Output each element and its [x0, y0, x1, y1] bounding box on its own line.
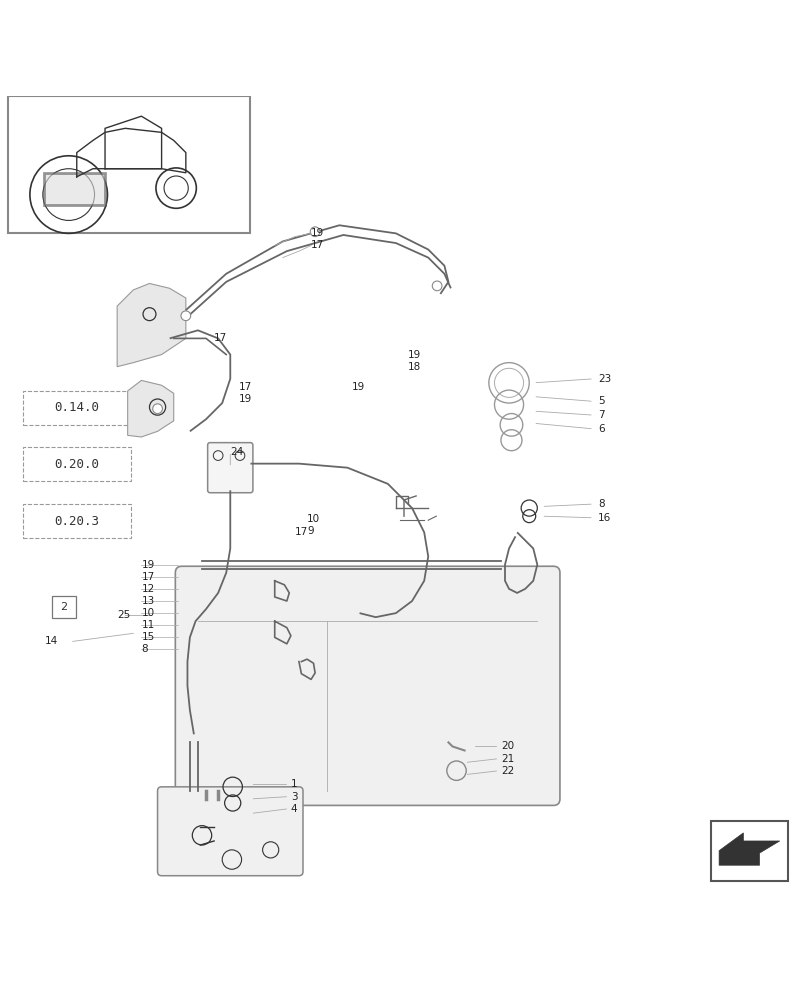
- FancyBboxPatch shape: [8, 96, 250, 233]
- Text: 18: 18: [408, 362, 421, 372]
- Text: 17: 17: [238, 382, 251, 392]
- Text: 19: 19: [141, 560, 154, 570]
- Circle shape: [153, 404, 162, 414]
- Text: 22: 22: [501, 766, 514, 776]
- Text: 19: 19: [351, 382, 364, 392]
- Text: 24: 24: [230, 447, 243, 457]
- Text: 21: 21: [501, 754, 514, 764]
- Text: 9: 9: [307, 526, 314, 536]
- Text: 8: 8: [141, 644, 148, 654]
- Circle shape: [181, 311, 191, 321]
- FancyBboxPatch shape: [175, 566, 560, 805]
- Polygon shape: [128, 380, 174, 437]
- FancyBboxPatch shape: [52, 596, 76, 618]
- Text: 7: 7: [598, 410, 604, 420]
- Text: 5: 5: [598, 396, 604, 406]
- Bar: [711, 821, 788, 881]
- Polygon shape: [719, 833, 780, 865]
- Text: 0.20.0: 0.20.0: [54, 458, 99, 471]
- Text: 23: 23: [598, 374, 611, 384]
- FancyBboxPatch shape: [158, 787, 303, 876]
- FancyBboxPatch shape: [208, 443, 253, 493]
- Text: 8: 8: [598, 499, 604, 509]
- Text: 1: 1: [291, 779, 297, 789]
- Text: 6: 6: [598, 424, 604, 434]
- Text: 15: 15: [141, 632, 154, 642]
- Text: 0.14.0: 0.14.0: [54, 401, 99, 414]
- Text: 17: 17: [141, 572, 154, 582]
- Text: 3: 3: [291, 792, 297, 802]
- Polygon shape: [117, 283, 186, 367]
- Text: 16: 16: [598, 513, 611, 523]
- Text: 4: 4: [291, 804, 297, 814]
- Circle shape: [310, 227, 320, 237]
- Text: 17: 17: [311, 240, 324, 250]
- Text: 11: 11: [141, 620, 154, 630]
- Text: 10: 10: [307, 514, 320, 524]
- Text: 12: 12: [141, 584, 154, 594]
- Text: 25: 25: [117, 610, 130, 620]
- Text: 2: 2: [61, 602, 67, 612]
- FancyBboxPatch shape: [23, 447, 131, 481]
- Text: 14: 14: [44, 636, 57, 646]
- Text: 17: 17: [214, 333, 227, 343]
- Text: 19: 19: [408, 350, 421, 360]
- Text: 0.20.3: 0.20.3: [54, 515, 99, 528]
- FancyBboxPatch shape: [23, 504, 131, 538]
- Circle shape: [432, 281, 442, 291]
- Text: 19: 19: [238, 394, 251, 404]
- Text: 17: 17: [295, 527, 308, 537]
- FancyBboxPatch shape: [44, 173, 105, 205]
- FancyBboxPatch shape: [23, 391, 131, 425]
- Text: 10: 10: [141, 608, 154, 618]
- Text: 19: 19: [311, 228, 324, 238]
- Text: 20: 20: [501, 741, 514, 751]
- Text: 13: 13: [141, 596, 154, 606]
